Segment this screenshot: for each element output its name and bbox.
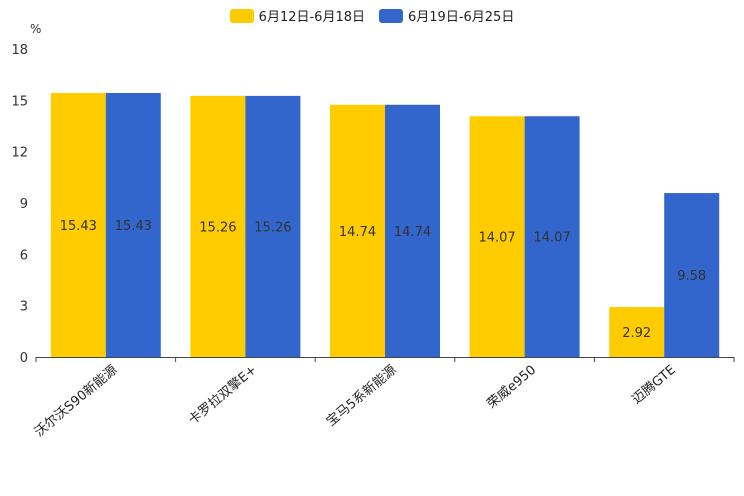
- bar-2: [385, 104, 440, 357]
- legend-item-series-2[interactable]: 6月19日-6月25日: [379, 6, 514, 25]
- bar-1: [190, 95, 246, 357]
- x-category-label: 宝马5系新能源: [323, 362, 399, 430]
- y-tick-label: 0: [20, 351, 28, 366]
- bar-1: [469, 116, 525, 357]
- legend: 6月12日-6月18日 6月19日-6月25日: [0, 6, 744, 25]
- bar-1: [609, 307, 665, 357]
- x-category-label: 迈腾GTE: [629, 362, 679, 408]
- y-tick-label: 12: [11, 146, 28, 161]
- data-label: 14.07: [533, 231, 570, 246]
- y-tick-label: 3: [20, 300, 28, 315]
- data-label: 15.43: [60, 219, 97, 234]
- bar-1: [50, 92, 106, 357]
- y-axis-unit-label: %: [30, 22, 42, 36]
- bar-1: [330, 104, 385, 357]
- data-label: 14.74: [339, 225, 376, 240]
- legend-item-series-1[interactable]: 6月12日-6月18日: [229, 6, 365, 25]
- bar-2: [664, 193, 720, 357]
- y-tick-label: 18: [11, 43, 28, 58]
- bar-2: [245, 95, 301, 357]
- x-category-label: 荣威e950: [484, 363, 539, 412]
- legend-swatch-series-2: [379, 8, 403, 23]
- legend-swatch-series-1: [229, 8, 254, 23]
- data-label: 15.43: [115, 219, 152, 234]
- y-tick-label: 15: [11, 94, 28, 109]
- data-label: 15.26: [254, 220, 291, 235]
- data-label: 9.58: [677, 269, 706, 284]
- legend-label-series-2: 6月19日-6月25日: [408, 10, 515, 25]
- bar-2: [105, 92, 161, 357]
- bar-2: [524, 116, 580, 357]
- data-label: 14.07: [478, 231, 515, 246]
- y-tick-label: 9: [20, 197, 28, 212]
- data-label: 14.74: [394, 225, 431, 240]
- x-category-label: 沃尔沃S90新能源: [31, 362, 120, 440]
- legend-label-series-1: 6月12日-6月18日: [258, 10, 365, 25]
- data-label: 2.92: [622, 326, 651, 341]
- x-category-label: 卡罗拉双擎E+: [186, 363, 260, 429]
- data-label: 15.26: [199, 220, 236, 235]
- y-tick-label: 6: [20, 248, 28, 263]
